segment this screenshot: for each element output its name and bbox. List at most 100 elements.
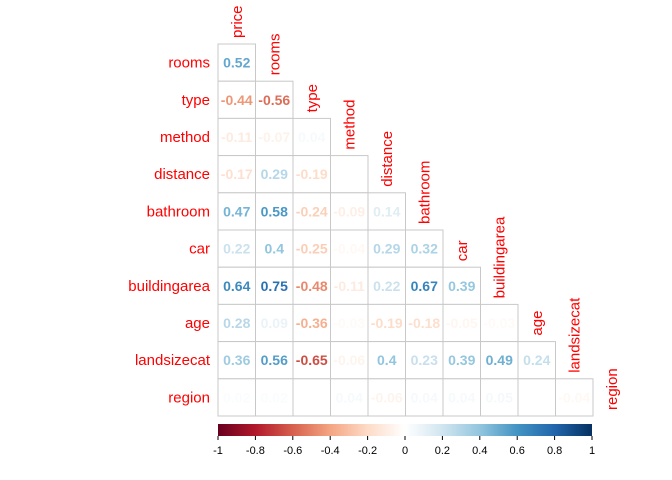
cell-value: 0.04 <box>448 389 475 405</box>
cell-value: -0.44 <box>221 92 253 108</box>
colorbar-tick-label: -0.2 <box>358 445 377 457</box>
cell-value: 0.67 <box>411 278 438 294</box>
cell-value: 0.52 <box>223 55 250 71</box>
correlation-cell <box>292 378 331 417</box>
cell-value: -0.06 <box>333 352 365 368</box>
correlation-cell <box>367 192 406 231</box>
cell-value: -0.25 <box>296 241 328 257</box>
cell-value: 0.02 <box>261 389 288 405</box>
colorbar-tick-label: 0.4 <box>472 445 487 457</box>
cell-value: 0.39 <box>448 352 475 368</box>
colorbar-tick-label: 0.8 <box>547 445 562 457</box>
cell-value: 0.4 <box>377 352 397 368</box>
column-label: age <box>529 311 546 336</box>
cell-value: -0.48 <box>296 278 328 294</box>
cell-value: 0.04 <box>336 389 363 405</box>
colorbar-tick-label: -1 <box>213 445 223 457</box>
cell-value: 0.32 <box>411 241 438 257</box>
cell-value: 0.24 <box>523 352 550 368</box>
cell-value: 0.29 <box>261 166 288 182</box>
cell-value: 0.23 <box>411 352 438 368</box>
correlation-cell <box>555 378 594 417</box>
column-labels: price rooms type method distance bathroom car b… <box>229 5 621 410</box>
correlation-cell <box>480 378 519 417</box>
correlation-cell <box>292 117 331 157</box>
correlation-cell <box>255 229 294 268</box>
row-label: region <box>168 389 210 406</box>
cell-value: -0.06 <box>371 389 403 405</box>
cell-value: -0.19 <box>371 315 403 331</box>
correlation-cell <box>330 378 369 417</box>
cell-value: 0.14 <box>373 203 400 219</box>
row-label: bathroom <box>147 203 210 220</box>
column-label: region <box>604 368 621 410</box>
cell-value: -0.11 <box>221 129 252 145</box>
correlation-cell <box>217 378 256 417</box>
cell-value: 0.05 <box>486 389 513 405</box>
correlation-cell <box>217 43 256 82</box>
correlation-cell <box>292 266 331 305</box>
row-label: distance <box>154 166 210 183</box>
correlation-cell <box>367 229 406 268</box>
cell-value: 0.36 <box>223 352 250 368</box>
correlation-cell <box>255 341 294 380</box>
colorbar-tick-label: -0.4 <box>321 445 340 457</box>
row-label: method <box>160 129 210 146</box>
cell-value: 0.04 <box>411 389 438 405</box>
correlation-cell <box>255 155 294 194</box>
row-labels: rooms type method distance bathroom car buildi… <box>128 55 211 407</box>
cell-value: 0.04 <box>298 129 325 145</box>
cell-value: 0.28 <box>223 315 250 331</box>
cell-value: 0.4 <box>265 241 285 257</box>
correlation-cell <box>255 378 294 417</box>
cell-value: -0.04 <box>558 389 590 405</box>
colorbar-gradient <box>218 424 592 436</box>
colorbar-tick-label: 0.6 <box>510 445 525 457</box>
cell-value: -0.09 <box>333 203 365 219</box>
correlation-cell <box>330 303 369 343</box>
correlation-cell <box>292 192 331 231</box>
cell-value: -0.05 <box>446 315 478 331</box>
cell-value: -0.19 <box>296 166 328 182</box>
cells-layer: 0.52 -0.44 -0.56 -0.11 -0.07 0.04 -0.17 0.29 -0.… <box>217 43 594 417</box>
colorbar-tick-label: 0.2 <box>435 445 450 457</box>
column-label: buildingarea <box>491 216 508 298</box>
cell-value: -0.03 <box>333 315 365 331</box>
cell-value: -0.11 <box>334 278 365 294</box>
cell-value: -0.18 <box>408 315 440 331</box>
cell-value: 0.09 <box>261 315 288 331</box>
cell-value: -0.24 <box>296 203 328 219</box>
cell-value: -0.07 <box>258 129 290 145</box>
column-label: price <box>229 5 246 38</box>
column-label: distance <box>379 131 396 187</box>
correlation-cell <box>367 378 406 417</box>
cell-value: 0.39 <box>448 278 475 294</box>
correlation-cell <box>217 341 256 380</box>
column-label: landsizecat <box>566 297 583 373</box>
colorbar-tick-label: 1 <box>589 445 595 457</box>
row-label: rooms <box>168 55 210 72</box>
correlation-cell <box>255 266 294 305</box>
correlation-cell <box>217 80 256 119</box>
row-label: type <box>182 92 210 109</box>
colorbar-tick-label: -0.8 <box>246 445 265 457</box>
correlation-cell <box>405 229 444 268</box>
column-label: method <box>341 100 358 150</box>
correlation-cell <box>405 378 444 417</box>
correlation-cell <box>292 229 331 268</box>
cell-value: 0.29 <box>373 241 400 257</box>
cell-value: 0.64 <box>223 278 250 294</box>
column-label: type <box>304 84 321 112</box>
correlation-cell <box>517 341 556 380</box>
cell-value: 0.49 <box>486 352 513 368</box>
colorbar-tick-label: 0 <box>402 445 408 457</box>
correlation-cell <box>442 378 481 417</box>
cell-value: 0.58 <box>261 203 288 219</box>
cell-value: -0.56 <box>258 92 290 108</box>
cell-value: -0.65 <box>296 352 328 368</box>
correlation-cell <box>442 341 481 380</box>
correlation-cell <box>255 303 294 343</box>
cell-value: 0.22 <box>223 241 250 257</box>
cell-value: -0.36 <box>296 315 328 331</box>
